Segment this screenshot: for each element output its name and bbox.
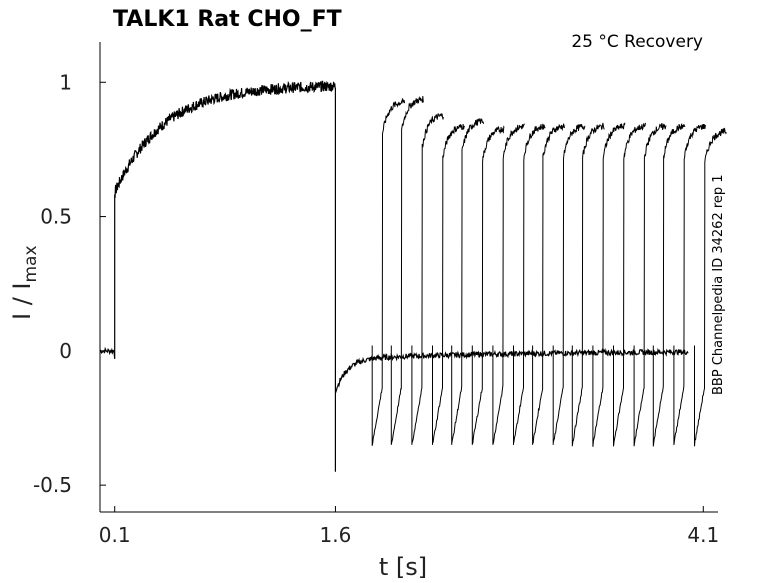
recovery-test-sweep	[513, 123, 546, 445]
recovery-test-sweep	[451, 118, 485, 445]
recovery-test-sweep	[633, 123, 667, 447]
x-ticks: 0.1 1.6 4.1	[99, 506, 719, 547]
recovery-test-sweep	[411, 113, 445, 445]
current-traces	[99, 80, 727, 472]
axes	[99, 42, 718, 513]
x-axis-label: t [s]	[379, 553, 427, 581]
chart-title: TALK1 Rat CHO_FT	[113, 7, 342, 32]
recovery-test-sweep	[571, 122, 605, 447]
recovery-test-sweep	[694, 127, 727, 447]
y-tick-label: 1	[59, 70, 72, 94]
recovery-test-sweep	[471, 125, 505, 445]
recovery-test-sweep	[613, 122, 646, 447]
y-ticks: 1 0.5 0 -0.5	[33, 70, 106, 497]
x-tick-label: 0.1	[99, 523, 131, 547]
x-tick-label: 1.6	[320, 523, 352, 547]
y-tick-label: 0	[59, 339, 72, 363]
y-axis-label: I / Imax	[8, 245, 41, 320]
recovery-test-sweep	[432, 123, 465, 445]
side-label: BBP Channelpedia ID 34262 rep 1	[711, 174, 726, 395]
y-tick-label: -0.5	[33, 473, 72, 497]
y-tick-label: 0.5	[40, 205, 72, 229]
recovery-test-sweep	[673, 123, 707, 445]
recovery-test-sweep	[552, 124, 586, 445]
y-axis-label-main: I / I	[8, 283, 36, 321]
y-axis-label-subscript: max	[21, 245, 41, 282]
condition-annotation: 25 °C Recovery	[571, 32, 703, 52]
recovery-test-sweep	[371, 97, 406, 446]
recovery-test-sweep	[532, 123, 565, 445]
x-tick-label: 4.1	[687, 523, 719, 547]
recovery-test-sweep	[652, 123, 686, 447]
recovery-test-sweep	[492, 123, 526, 445]
recovery-test-sweep	[592, 122, 626, 447]
recovery-test-sweep	[390, 95, 424, 445]
main-current-trace	[99, 80, 689, 472]
